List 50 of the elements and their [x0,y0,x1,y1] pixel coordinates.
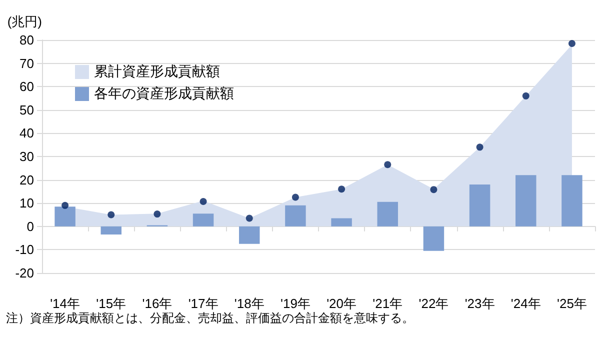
point [62,202,69,209]
x-tick-label: '17年 [188,296,218,311]
point [246,214,253,222]
point [108,211,115,218]
bar [516,175,536,226]
bar [239,226,260,244]
y-tick-label: 70 [20,56,34,71]
y-tick-label: 60 [20,79,34,94]
bar [469,184,490,226]
y-tick-label: 40 [20,126,34,141]
point [154,210,161,218]
point [338,186,346,193]
x-tick-label: '20年 [326,296,357,311]
y-tick-label: 20 [20,172,34,188]
bar [562,175,582,226]
bar [192,214,214,226]
legend-label: 各年の資産形成貢献額 [94,86,234,102]
point [476,144,484,151]
bar [331,218,352,226]
point [568,40,576,47]
bar [100,226,122,235]
x-tick-label: '22年 [418,296,449,311]
x-tick-label: '21年 [372,296,403,311]
x-tick-label: '25年 [556,296,587,311]
legend-label: 累計資産形成貢献額 [94,64,220,80]
bar [377,202,398,226]
y-tick-label: 10 [20,196,34,211]
y-tick-label: -20 [15,266,34,280]
x-tick-label: '14年 [50,296,80,311]
x-tick-label: '19年 [280,296,310,311]
point [200,198,207,205]
x-tick-label: '15年 [96,296,126,311]
point [430,186,438,194]
y-tick-label: -10 [15,242,34,258]
bar [54,206,76,226]
bar [423,226,444,251]
y-tick-label: 0 [26,218,34,234]
y-tick-label: 30 [20,149,34,164]
y-tick-label: 80 [20,32,34,48]
y-tick-label: 50 [20,102,34,118]
point [384,161,392,168]
x-tick-label: '23年 [464,296,495,311]
text: 注）資産形成貢献額とは、分配金、売却益、評価益の合計金額を意味する。 [6,310,415,327]
point [292,194,299,201]
bar [285,205,306,226]
y-axis-title: (兆円) [7,14,42,29]
x-tick-label: '16年 [142,296,172,311]
x-tick-label: '18年 [234,296,264,311]
point [522,92,530,100]
x-tick-label: '24年 [510,296,541,311]
